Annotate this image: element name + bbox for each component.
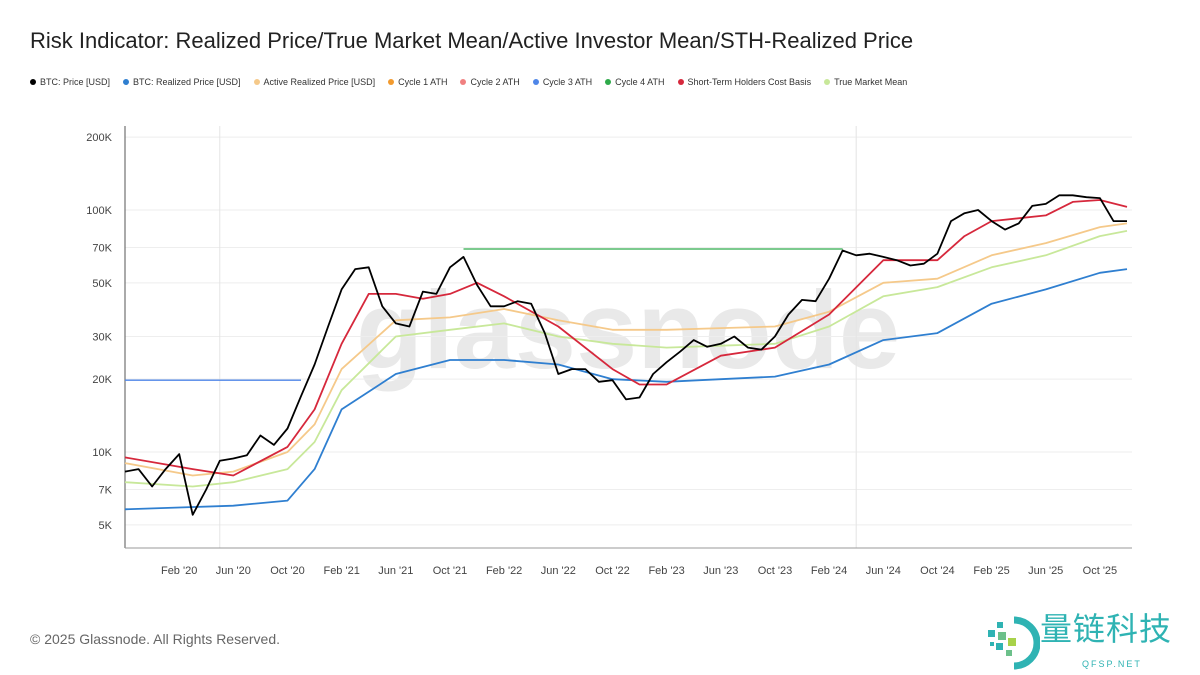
y-tick-label: 50K — [92, 278, 112, 290]
logo-text-cn: 量链科技 — [1040, 611, 1173, 647]
legend-item[interactable]: Cycle 1 ATH — [388, 76, 447, 88]
x-tick-label: Oct '22 — [595, 565, 630, 577]
x-tick-label: Oct '24 — [920, 565, 955, 577]
x-tick-label: Jun '25 — [1028, 565, 1063, 577]
legend-label: Cycle 1 ATH — [398, 77, 448, 87]
x-tick-label: Feb '20 — [161, 565, 197, 577]
x-tick-label: Oct '20 — [270, 565, 305, 577]
x-tick-label: Jun '22 — [541, 565, 576, 577]
legend-swatch-icon — [605, 79, 612, 85]
legend-item[interactable]: Short-Term Holders Cost Basis — [677, 76, 812, 88]
legend-label: True Market Mean — [834, 77, 908, 87]
chart-title: Risk Indicator: Realized Price/True Mark… — [30, 28, 914, 53]
x-tick-label: Jun '20 — [216, 565, 251, 577]
legend-item[interactable]: True Market Mean — [824, 76, 907, 88]
series-line-active-realized-price-usd — [124, 222, 1128, 477]
legend: BTC: Price [USD] BTC: Realized Price [USD… — [30, 76, 920, 88]
y-tick-label: 30K — [92, 332, 112, 344]
legend-item[interactable]: Cycle 3 ATH — [532, 76, 593, 88]
x-tick-label: Feb '24 — [811, 565, 847, 577]
logo-text-en: QFSP.NET — [1082, 659, 1142, 669]
legend-label: Short-Term Holders Cost Basis — [687, 77, 812, 87]
series-line-true-market-mean — [124, 230, 1128, 488]
legend-label: Cycle 4 ATH — [615, 77, 665, 87]
legend-item[interactable]: BTC: Realized Price [USD] — [123, 76, 241, 88]
y-tick-label: 5K — [99, 520, 113, 532]
y-tick-label: 7K — [99, 484, 113, 496]
legend-swatch-icon — [388, 79, 395, 85]
x-tick-label: Feb '21 — [323, 565, 359, 577]
series-line-short-term-holders-cost-basis — [124, 199, 1128, 477]
qfsp-logo: 量链科技 QFSP.NET — [980, 610, 1200, 674]
y-tick-label: 100K — [86, 205, 112, 217]
y-tick-label: 200K — [86, 132, 112, 144]
legend-item[interactable]: Cycle 4 ATH — [605, 76, 665, 88]
y-tick-label: 70K — [92, 242, 112, 254]
legend-swatch-icon — [30, 79, 36, 85]
legend-item[interactable]: Cycle 2 ATH — [460, 76, 520, 88]
logo-mark-icon — [988, 616, 1040, 670]
x-tick-label: Jun '24 — [866, 565, 901, 577]
legend-label: Cycle 3 ATH — [542, 77, 593, 87]
legend-swatch-icon — [824, 79, 831, 85]
x-tick-label: Jun '21 — [378, 565, 413, 577]
x-tick-label: Oct '23 — [758, 565, 793, 577]
legend-swatch-icon — [677, 79, 684, 85]
x-tick-label: Feb '25 — [973, 565, 1009, 577]
legend-label: BTC: Realized Price [USD] — [133, 77, 241, 87]
x-tick-label: Feb '22 — [486, 565, 522, 577]
legend-swatch-icon — [460, 79, 467, 85]
x-tick-label: Oct '25 — [1083, 565, 1118, 577]
legend-item[interactable]: BTC: Price [USD] — [30, 76, 110, 88]
legend-label: Cycle 2 ATH — [470, 77, 520, 87]
copyright: © 2025 Glassnode. All Rights Reserved. — [30, 631, 281, 647]
x-tick-label: Feb '23 — [648, 565, 684, 577]
legend-label: BTC: Price [USD] — [40, 77, 111, 87]
y-tick-label: 20K — [92, 374, 112, 386]
series-line-btc-realized-price-usd — [124, 268, 1128, 511]
legend-swatch-icon — [123, 79, 130, 85]
y-tick-label: 10K — [92, 447, 112, 459]
x-tick-label: Oct '21 — [433, 565, 468, 577]
legend-label: Active Realized Price [USD] — [263, 77, 376, 87]
legend-item[interactable]: Active Realized Price [USD] — [253, 76, 376, 88]
legend-swatch-icon — [532, 79, 539, 85]
x-tick-label: Jun '23 — [703, 565, 738, 577]
series-line-btc-price-usd — [124, 194, 1127, 516]
legend-swatch-icon — [253, 79, 260, 85]
